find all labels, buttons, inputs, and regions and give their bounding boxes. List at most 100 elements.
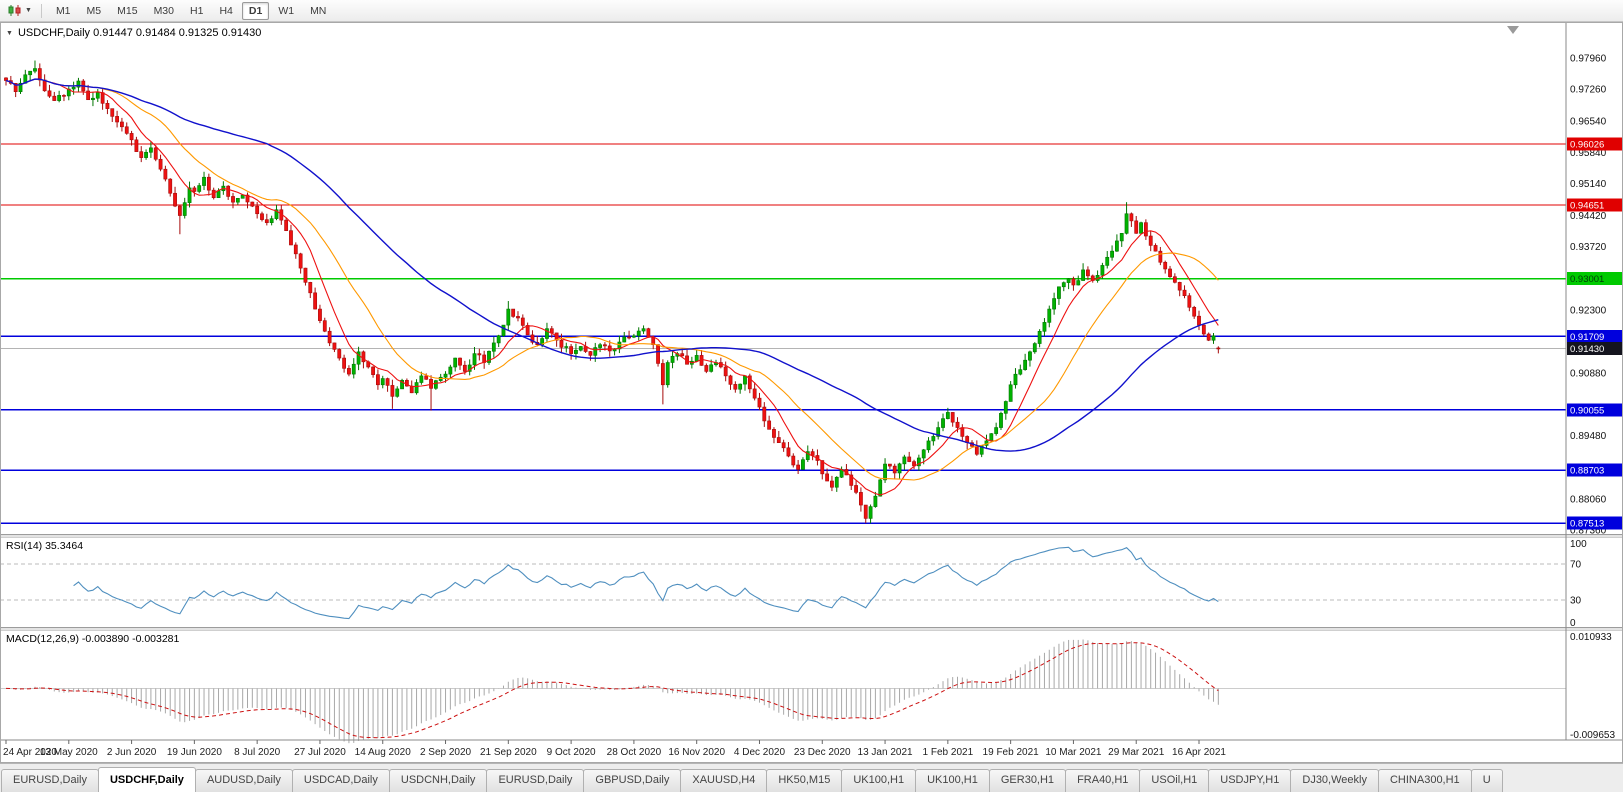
svg-text:28 Oct 2020: 28 Oct 2020	[607, 747, 662, 758]
svg-text:0.97260: 0.97260	[1570, 85, 1607, 96]
timeframe-button-m30[interactable]: M30	[153, 4, 174, 17]
svg-text:16 Nov 2020: 16 Nov 2020	[668, 747, 725, 758]
moving-averages	[5, 78, 1219, 496]
svg-text:1 Feb 2021: 1 Feb 2021	[923, 747, 974, 758]
horizontal-levels	[0, 143, 1566, 524]
timeframe-button-mn[interactable]: MN	[310, 4, 327, 17]
svg-text:0.94651: 0.94651	[1570, 201, 1604, 212]
svg-text:16 Apr 2021: 16 Apr 2021	[1172, 747, 1226, 758]
svg-text:14 Aug 2020: 14 Aug 2020	[355, 747, 412, 758]
ma-line-55	[5, 78, 1219, 452]
svg-text:2 Sep 2020: 2 Sep 2020	[420, 747, 472, 758]
svg-text:8 Jul 2020: 8 Jul 2020	[234, 747, 281, 758]
chart-tab-usoil-h1-13[interactable]: USOil,H1	[1139, 769, 1210, 792]
svg-text:100: 100	[1570, 539, 1587, 550]
svg-text:10 Mar 2021: 10 Mar 2021	[1045, 747, 1102, 758]
timeframe-button-m5[interactable]: M5	[86, 4, 102, 17]
svg-text:0.93001: 0.93001	[1570, 274, 1604, 285]
ma-line-20	[5, 78, 1219, 481]
price-tag	[1567, 137, 1622, 151]
timeframe-button-m15[interactable]: M15	[117, 4, 138, 17]
timeframe-toolbar: ▼ M1 M5 M15 M30 H1 H4 D1 W1 MN	[0, 0, 1623, 22]
svg-text:70: 70	[1570, 560, 1582, 571]
chart-tab-hk50-m15-8[interactable]: HK50,M15	[766, 769, 843, 792]
chart-tab-ger30-h1-11[interactable]: GER30,H1	[988, 769, 1067, 792]
svg-text:0.90055: 0.90055	[1570, 405, 1604, 416]
svg-text:-0.009653: -0.009653	[1570, 730, 1615, 741]
chart-tab-china300-h1-16[interactable]: CHINA300,H1	[1377, 769, 1472, 792]
svg-text:0.93720: 0.93720	[1570, 242, 1607, 253]
svg-text:0.95140: 0.95140	[1570, 179, 1607, 190]
timeframe-button-w1[interactable]: W1	[278, 4, 295, 17]
svg-text:13 Jan 2021: 13 Jan 2021	[858, 747, 913, 758]
price-tag	[1567, 516, 1622, 530]
chart-tab-usdcad-daily-3[interactable]: USDCAD,Daily	[291, 769, 390, 792]
svg-text:0.97960: 0.97960	[1570, 53, 1607, 64]
chart-window[interactable]: ▼ USDCHF,Daily 0.91447 0.91484 0.91325 0…	[0, 22, 1623, 763]
svg-text:0: 0	[1570, 618, 1576, 629]
timeframe-button-h4[interactable]: H4	[219, 4, 233, 17]
svg-text:13 May 2020: 13 May 2020	[40, 747, 98, 758]
price-tag	[1567, 272, 1622, 286]
rsi-pane	[0, 546, 1566, 620]
price-tag	[1567, 342, 1622, 356]
svg-text:4 Dec 2020: 4 Dec 2020	[734, 747, 786, 758]
svg-text:0.88703: 0.88703	[1570, 466, 1604, 477]
rsi-line	[73, 546, 1219, 620]
chart-tab-uk100-h1-10[interactable]: UK100,H1	[915, 769, 990, 792]
svg-text:0.91430: 0.91430	[1570, 344, 1604, 355]
chart-tab-usdjpy-h1-14[interactable]: USDJPY,H1	[1208, 769, 1292, 792]
svg-text:0.87360: 0.87360	[1570, 525, 1607, 536]
svg-text:0.87513: 0.87513	[1570, 519, 1604, 530]
macd-signal-line	[5, 642, 1219, 739]
price-tag	[1567, 198, 1622, 212]
timeframe-button-h1[interactable]: H1	[190, 4, 204, 17]
svg-text:0.92300: 0.92300	[1570, 305, 1607, 316]
chart-tab-uk100-h1-9[interactable]: UK100,H1	[841, 769, 917, 792]
chart-tab-fra40-h1-12[interactable]: FRA40,H1	[1065, 769, 1141, 792]
chart-type-selector[interactable]: ▼	[4, 3, 35, 18]
chart-tab-usdcnh-daily-4[interactable]: USDCNH,Daily	[388, 769, 488, 792]
svg-text:19 Jun 2020: 19 Jun 2020	[167, 747, 222, 758]
svg-text:9 Oct 2020: 9 Oct 2020	[547, 747, 596, 758]
svg-text:0.90880: 0.90880	[1570, 369, 1607, 380]
price-tag	[1567, 403, 1622, 417]
chart-tab-gbpusd-daily-6[interactable]: GBPUSD,Daily	[583, 769, 682, 792]
chart-tab-dj30-weekly-15[interactable]: DJ30,Weekly	[1290, 769, 1379, 792]
svg-text:0.010933: 0.010933	[1570, 632, 1612, 643]
price-chart-canvas: 0.97960 0.97260 0.96540 0.95840 0.95140 0.944…	[0, 22, 1623, 763]
svg-text:0.96026: 0.96026	[1570, 139, 1604, 150]
chart-shift-marker-icon	[1507, 26, 1519, 34]
svg-text:0.96540: 0.96540	[1570, 117, 1607, 128]
svg-text:24 Apr 2020: 24 Apr 2020	[3, 747, 57, 758]
price-axis: 0.97960 0.97260 0.96540 0.95840 0.95140 0.944…	[1565, 22, 1615, 741]
svg-text:21 Sep 2020: 21 Sep 2020	[480, 747, 537, 758]
svg-text:0.89480: 0.89480	[1570, 431, 1607, 442]
svg-text:0.88060: 0.88060	[1570, 494, 1607, 505]
chart-tab-usdchf-daily-1[interactable]: USDCHF,Daily	[97, 767, 196, 792]
price-tag	[1567, 463, 1622, 477]
price-tag	[1567, 329, 1622, 343]
chart-tab-eurusd-daily-5[interactable]: EURUSD,Daily	[486, 769, 585, 792]
chevron-down-icon: ▼	[25, 7, 32, 14]
svg-text:0.95840: 0.95840	[1570, 148, 1607, 159]
svg-text:0.94420: 0.94420	[1570, 211, 1607, 222]
candlestick-chart-icon	[8, 5, 21, 16]
chart-tab-u-17[interactable]: U	[1470, 769, 1503, 792]
macd-pane	[0, 639, 1566, 744]
chart-tab-eurusd-daily-0[interactable]: EURUSD,Daily	[1, 769, 99, 792]
svg-text:0.91709: 0.91709	[1570, 332, 1604, 343]
chart-tab-audusd-daily-2[interactable]: AUDUSD,Daily	[194, 769, 293, 792]
svg-text:23 Dec 2020: 23 Dec 2020	[794, 747, 851, 758]
timeframe-button-group: M1 M5 M15 M30 H1 H4 D1 W1 MN	[48, 1, 334, 20]
svg-text:27 Jul 2020: 27 Jul 2020	[294, 747, 346, 758]
svg-text:30: 30	[1570, 596, 1582, 607]
timeframe-button-m1[interactable]: M1	[55, 4, 71, 17]
timeframe-button-d1[interactable]: D1	[241, 1, 270, 20]
svg-text:19 Feb 2021: 19 Feb 2021	[983, 747, 1040, 758]
chart-tab-xauusd-h4-7[interactable]: XAUUSD,H4	[680, 769, 768, 792]
chart-tab-bar: EURUSD,Daily USDCHF,Daily AUDUSD,Daily USDC…	[0, 763, 1623, 792]
price-axis-labels: 0.96026 0.94651 0.93001 0.91709 0.90055 0.887…	[1567, 137, 1622, 530]
